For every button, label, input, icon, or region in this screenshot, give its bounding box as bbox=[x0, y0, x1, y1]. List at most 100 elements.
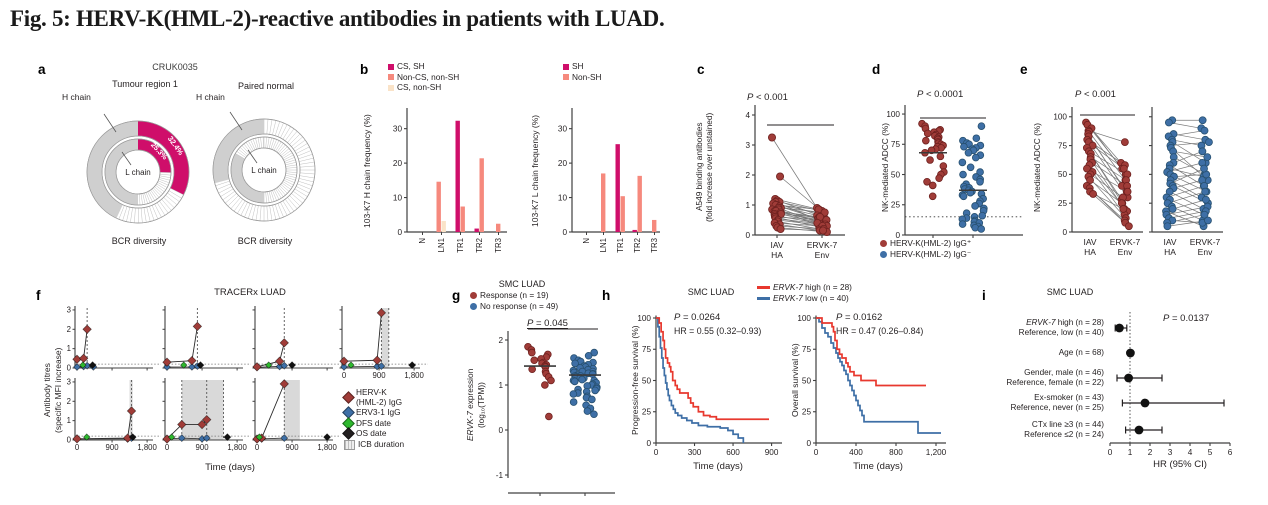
ylabel-em: ERVK-7 bbox=[465, 411, 475, 442]
panel-f-ylabel-1: Antibody titres bbox=[42, 363, 52, 417]
hatch-line bbox=[238, 149, 248, 157]
y-tick-label: 50 bbox=[802, 376, 812, 385]
data-point bbox=[1120, 138, 1129, 147]
x-tick-label: 400 bbox=[849, 448, 863, 457]
hatch-line bbox=[298, 178, 314, 183]
panel-letter-a: a bbox=[38, 62, 46, 77]
pair-line bbox=[1173, 179, 1203, 189]
pair-line bbox=[771, 137, 818, 209]
y-tick-label: 100 bbox=[1053, 113, 1067, 122]
icb-duration-region bbox=[181, 380, 224, 440]
hatch-line bbox=[146, 206, 151, 222]
y-tick-label: 1 bbox=[745, 201, 750, 210]
y-tick-label: 20 bbox=[393, 159, 403, 168]
ring-grey-segment bbox=[105, 139, 138, 205]
bar bbox=[455, 120, 460, 232]
hervk-line bbox=[76, 410, 132, 440]
l-chain-pointer bbox=[247, 149, 258, 164]
hatch-line bbox=[144, 192, 148, 204]
x-tick-label: 0 bbox=[165, 443, 170, 452]
legend-entry: SH bbox=[563, 61, 602, 72]
hatch-line bbox=[285, 173, 297, 176]
p-text: P < 0.001 bbox=[1075, 89, 1116, 100]
x-tick-label: 0 bbox=[255, 443, 260, 452]
hatch-line bbox=[279, 185, 288, 194]
data-point bbox=[591, 386, 599, 395]
hatch-line bbox=[298, 180, 313, 186]
panel-letter-i: i bbox=[982, 288, 986, 303]
y-tick-label: 3 bbox=[67, 306, 71, 315]
hatch-line bbox=[142, 193, 146, 205]
data-point bbox=[928, 181, 937, 190]
panel-d-chart: 0 25 50 75 100 bbox=[886, 105, 1023, 240]
data-point bbox=[1164, 118, 1173, 127]
data-point bbox=[583, 407, 592, 415]
data-point bbox=[1201, 195, 1210, 204]
data-point bbox=[588, 395, 596, 404]
forest-row-label: Age (n = 68) bbox=[948, 348, 1104, 358]
data-point bbox=[1123, 187, 1132, 196]
data-point bbox=[923, 129, 932, 138]
dfs-marker bbox=[79, 361, 87, 369]
hatch-line bbox=[280, 124, 288, 139]
data-point bbox=[1198, 116, 1207, 125]
bar bbox=[601, 173, 606, 232]
pair-line bbox=[1171, 139, 1202, 146]
y-tick-label: 0 bbox=[806, 439, 811, 448]
km-curve-red bbox=[816, 317, 926, 387]
hatch-line bbox=[154, 203, 162, 218]
data-point bbox=[977, 225, 986, 233]
os-marker bbox=[88, 361, 97, 369]
panel-f-legend: HERV-K (HML-2) IgG ERV3-1 IgG DFS date OS da… bbox=[342, 387, 404, 451]
hatch-line bbox=[283, 154, 294, 161]
hatch-line bbox=[153, 187, 162, 196]
x-group-label: ERVK-7 bbox=[807, 240, 838, 250]
x-group-label: IAV bbox=[770, 240, 783, 250]
hatch-line bbox=[272, 204, 277, 220]
data-point bbox=[958, 158, 967, 167]
hatch-line bbox=[269, 119, 273, 135]
erv3-marker bbox=[280, 434, 289, 442]
dfs-marker bbox=[264, 361, 273, 369]
l-chain-text: L chain bbox=[251, 166, 277, 175]
x-tick-label: 900 bbox=[286, 443, 300, 452]
hervk-marker bbox=[202, 414, 212, 425]
bar bbox=[652, 219, 657, 232]
bcr-diversity-caption-right: BCR diversity bbox=[237, 236, 293, 246]
y-tick-label: 25 bbox=[642, 408, 652, 417]
hatch-line bbox=[170, 187, 184, 196]
donut-right-subtitle: Paired normal bbox=[237, 81, 295, 91]
ring-outline bbox=[101, 135, 175, 209]
hatch-line bbox=[275, 188, 282, 199]
x-tick-label: 1,800 bbox=[227, 443, 247, 452]
x-category-label: TR2 bbox=[633, 238, 642, 253]
x-tick-label: 1,800 bbox=[317, 443, 337, 452]
dfs-marker bbox=[83, 433, 91, 441]
l-chain-pointer bbox=[121, 151, 132, 166]
bcr-diversity-caption-left: BCR diversity bbox=[111, 236, 167, 246]
dot-swatch bbox=[880, 240, 887, 248]
y-tick-label: 75 bbox=[642, 345, 652, 354]
panel-f-xlabel: Time (days) bbox=[205, 462, 255, 473]
panel-f-ylabel-2: (specific MFI increase) bbox=[53, 347, 63, 433]
data-point bbox=[977, 122, 986, 130]
hatch-line bbox=[287, 131, 298, 143]
hatch-line bbox=[265, 191, 267, 203]
panel-h-left-xlabel: Time (days) bbox=[693, 461, 743, 472]
os-marker bbox=[223, 433, 232, 441]
hatch-line bbox=[299, 161, 315, 165]
hatch-line bbox=[280, 201, 288, 216]
hervk-marker bbox=[72, 434, 82, 444]
pair-line bbox=[1170, 168, 1205, 184]
pair-line bbox=[1092, 193, 1124, 210]
data-point bbox=[545, 412, 553, 421]
x-category-label: LN1 bbox=[437, 238, 446, 252]
hatch-line bbox=[149, 206, 155, 221]
x-tick-label: 1,800 bbox=[404, 371, 424, 380]
p-text: P = 0.0137 bbox=[1163, 313, 1210, 324]
data-point bbox=[926, 156, 934, 164]
data-point bbox=[1200, 210, 1209, 219]
panel-i-chart: 0 1 2 3 4 5 6 bbox=[1108, 312, 1233, 457]
hatch-line bbox=[158, 180, 169, 186]
